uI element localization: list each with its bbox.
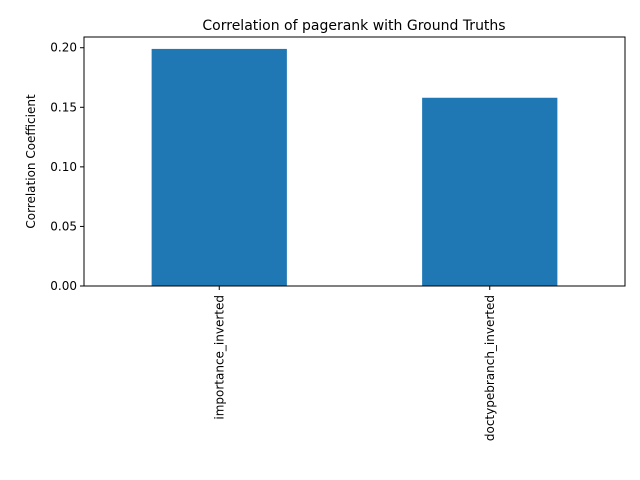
bar-importance_inverted — [151, 48, 287, 286]
chart-title: Correlation of pagerank with Ground Trut… — [202, 18, 505, 34]
bar-doctypebranch_inverted — [422, 97, 558, 286]
y-tick-label: 0.15 — [50, 100, 77, 114]
y-axis-label: Correlation Coefficient — [24, 94, 38, 229]
plot-frame — [83, 36, 626, 287]
y-tick-label: 0.10 — [50, 160, 77, 174]
y-tick-label: 0.20 — [50, 41, 77, 55]
x-tick-label: doctypebranch_inverted — [483, 295, 497, 441]
x-tick-label: importance_inverted — [212, 295, 226, 420]
x-axis: importance_inverted doctypebranch_inverte… — [212, 286, 497, 441]
y-axis: 0.00 0.05 0.10 0.15 0.20 — [50, 41, 84, 293]
y-tick-label: 0.05 — [50, 219, 77, 233]
y-tick-label: 0.00 — [50, 279, 77, 293]
bars-group — [151, 48, 558, 286]
